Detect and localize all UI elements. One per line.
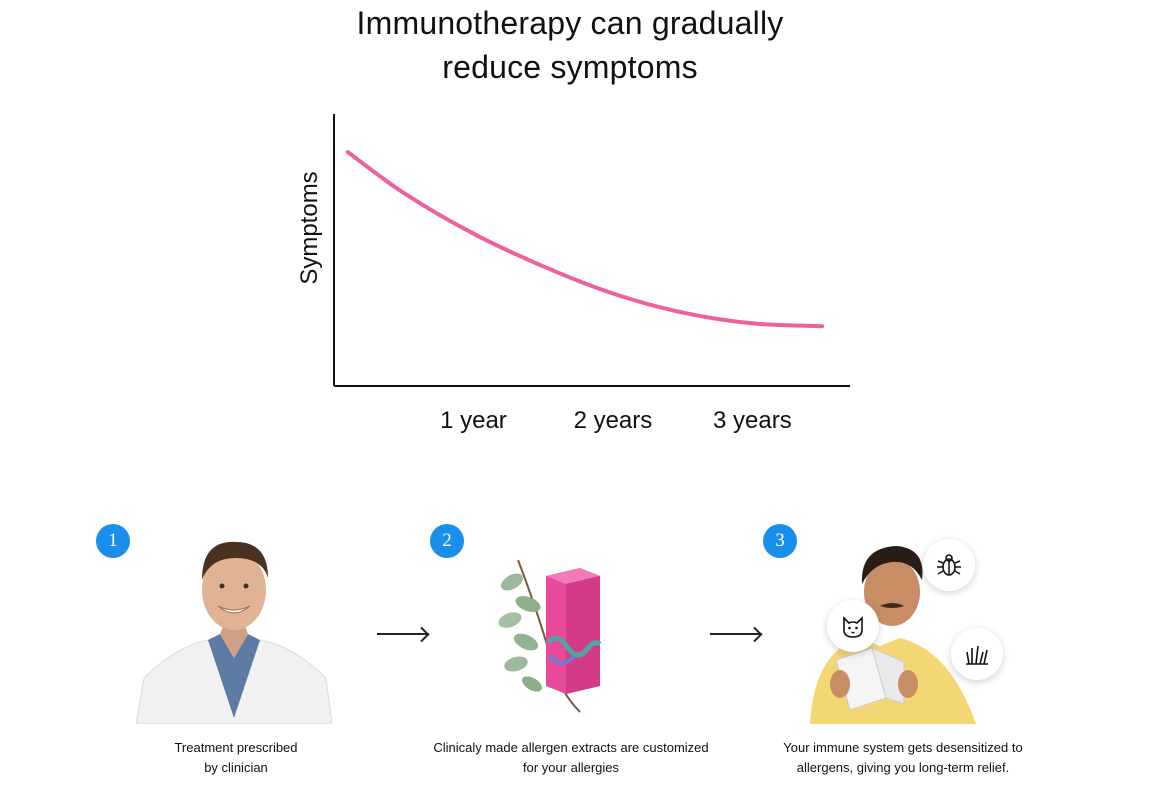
arrow-right-icon-2: [710, 633, 762, 635]
symptoms-chart: Symptoms 1 year 2 years 3 years: [296, 114, 850, 434]
y-axis-label: Symptoms: [296, 171, 323, 284]
chart-title-line2: reduce symptoms: [442, 49, 698, 85]
step-3-caption: Your immune system gets desensitized to …: [760, 738, 1046, 778]
chart-title-line1: Immunotherapy can gradually: [356, 5, 784, 41]
step-1-caption: Treatment prescribed by clinician: [136, 738, 336, 778]
allergen-extract-product: [488, 552, 648, 718]
relieved-person-photo: [800, 534, 986, 724]
step-2-badge: 2: [430, 524, 464, 558]
step-1-caption-line1: Treatment prescribed: [174, 740, 298, 755]
arrow-right-icon: [377, 633, 429, 635]
x-tick-label-2: 2 years: [574, 407, 653, 434]
bug-icon: [923, 539, 975, 591]
step-3-badge: 3: [763, 524, 797, 558]
step-1-caption-line2: by clinician: [204, 760, 268, 775]
step-2-caption-line2: for your allergies: [522, 760, 620, 775]
symptoms-curve: [345, 150, 825, 329]
x-tick-label-1: 1 year: [440, 407, 507, 434]
step-1-badge: 1: [96, 524, 130, 558]
x-tick-label-3: 3 years: [713, 407, 792, 434]
step-3-caption-line2: allergens, giving you long-term relief.: [796, 760, 1010, 775]
clinician-photo: [136, 528, 332, 724]
step-3-caption-line1: Your immune system gets desensitized to: [783, 740, 1023, 755]
cat-icon: [827, 600, 879, 652]
step-2-caption: Clinicaly made allergen extracts are cus…: [418, 738, 724, 778]
step-2-caption-line1: Clinicaly made allergen extracts are cus…: [433, 740, 709, 755]
grass-icon: [951, 628, 1003, 680]
